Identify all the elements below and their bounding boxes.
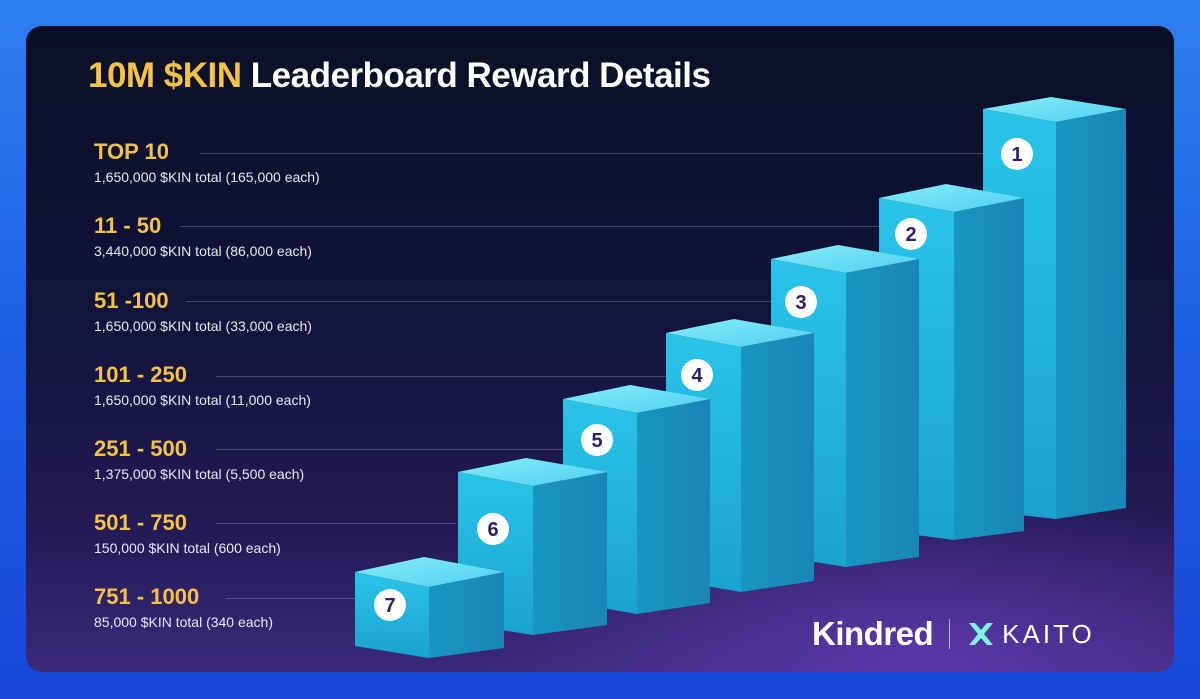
- tier-label: 11 - 50: [94, 213, 162, 238]
- guide-line: [226, 598, 356, 599]
- title-rest: Leaderboard Reward Details: [250, 56, 711, 95]
- guide-line: [180, 226, 900, 227]
- tier-description: 1,650,000 $KIN total (165,000 each): [94, 169, 320, 185]
- svg-text:5: 5: [591, 430, 602, 452]
- rank-badge-1: 1: [1001, 138, 1033, 170]
- tier-description: 150,000 $KIN total (600 each): [94, 540, 281, 556]
- tier-251-500: 251 - 500 1,375,000 $KIN total (5,500 ea…: [94, 436, 304, 482]
- rank-badge-4: 4: [681, 359, 713, 391]
- tier-description: 85,000 $KIN total (340 each): [94, 614, 274, 630]
- logo-divider: [949, 619, 951, 649]
- tier-501-750: 501 - 750 150,000 $KIN total (600 each): [94, 510, 281, 556]
- tier-description: 3,440,000 $KIN total (86,000 each): [94, 243, 312, 259]
- guide-line: [200, 153, 1000, 154]
- reward-card: 10M $KIN Leaderboard Reward Details TOP …: [26, 26, 1174, 672]
- guide-line: [216, 376, 676, 377]
- tier-51-100: 51 -100 1,650,000 $KIN total (33,000 eac…: [94, 288, 312, 334]
- tier-description: 1,650,000 $KIN total (33,000 each): [94, 318, 312, 334]
- guide-line: [216, 523, 456, 524]
- svg-text:3: 3: [795, 292, 806, 314]
- rank-badge-3: 3: [785, 286, 817, 318]
- svg-text:4: 4: [691, 365, 703, 387]
- kaito-x-icon: [969, 623, 994, 645]
- tier-label: 501 - 750: [94, 510, 187, 535]
- kaito-logo: KAITO: [966, 619, 1095, 650]
- rank-badge-6: 6: [477, 513, 509, 545]
- tier-label: TOP 10: [94, 139, 170, 164]
- tier-label: 51 -100: [94, 288, 169, 313]
- kaito-wordmark: KAITO: [1002, 618, 1095, 649]
- svg-text:6: 6: [487, 519, 498, 541]
- tier-label: 751 - 1000: [94, 584, 200, 609]
- guide-line: [186, 301, 786, 302]
- svg-text:1: 1: [1011, 144, 1022, 166]
- svg-text:7: 7: [384, 595, 395, 617]
- kindred-logo: Kindred: [812, 615, 934, 652]
- partner-logos: Kindred KAITO: [812, 614, 1095, 654]
- tier-751-1000: 751 - 1000 85,000 $KIN total (340 each): [94, 584, 273, 630]
- svg-text:2: 2: [905, 224, 916, 246]
- tier-label: 251 - 500: [94, 436, 187, 461]
- guide-line: [216, 449, 566, 450]
- page-title: 10M $KIN Leaderboard Reward Details: [88, 56, 711, 96]
- tier-description: 1,650,000 $KIN total (11,000 each): [94, 392, 311, 408]
- bar-rank-7: [355, 557, 504, 658]
- title-accent: 10M $KIN: [88, 56, 242, 95]
- podium-bars: 1 2 3 4 5 6 7: [355, 97, 1126, 658]
- tier-11-50: 11 - 50 3,440,000 $KIN total (86,000 eac…: [94, 213, 312, 259]
- rank-badge-2: 2: [895, 218, 927, 250]
- tier-description: 1,375,000 $KIN total (5,500 each): [94, 466, 305, 482]
- tier-101-250: 101 - 250 1,650,000 $KIN total (11,000 e…: [94, 362, 311, 408]
- tier-top-10: TOP 10 1,650,000 $KIN total (165,000 eac…: [94, 139, 320, 185]
- rank-badge-5: 5: [581, 424, 613, 456]
- rank-badge-7: 7: [374, 589, 406, 621]
- tier-label: 101 - 250: [94, 362, 187, 387]
